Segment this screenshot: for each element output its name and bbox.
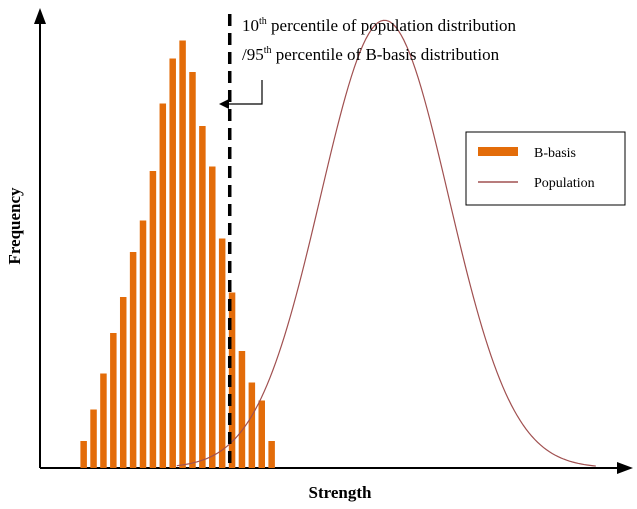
bbasis-bar — [228, 292, 236, 468]
bbasis-bar — [129, 252, 137, 468]
bbasis-bar — [199, 126, 206, 468]
bbasis-bar — [80, 441, 87, 468]
bbasis-bar — [149, 171, 157, 468]
y-axis-label: Frequency — [5, 187, 24, 265]
bbasis-bar — [248, 382, 256, 468]
x-axis-label: Strength — [309, 483, 373, 502]
legend-frame — [465, 131, 626, 206]
bbasis-bar — [238, 351, 246, 468]
annotation-leader-line — [228, 80, 263, 105]
bbasis-bar — [189, 72, 196, 468]
bbasis-bar — [100, 373, 107, 468]
legend-bbasis-swatch — [478, 147, 518, 156]
bbasis-bar — [268, 441, 275, 468]
annotation-line-2: /95th percentile of B-basis distribution — [242, 45, 500, 64]
b-basis-bars — [80, 40, 275, 468]
population-curve — [176, 19, 596, 467]
bbasis-bar — [209, 166, 216, 468]
bbasis-bar — [139, 220, 147, 468]
bbasis-bar — [119, 297, 127, 468]
bbasis-bar — [179, 40, 186, 468]
bbasis-bar — [218, 238, 226, 468]
annotation-line-1: 10th percentile of population distributi… — [242, 16, 517, 35]
legend: B-basis Population — [465, 131, 626, 206]
annotation-arrow-icon — [219, 99, 229, 109]
bbasis-bar — [159, 103, 167, 468]
bbasis-bar — [258, 400, 265, 468]
bbasis-bar — [90, 409, 97, 468]
y-axis-arrow-icon — [34, 8, 46, 24]
bbasis-bar — [110, 333, 117, 468]
x-axis-arrow-icon — [617, 462, 633, 474]
legend-bbasis-label: B-basis — [534, 146, 576, 161]
legend-population-label: Population — [534, 176, 595, 191]
bbasis-bar — [169, 58, 176, 468]
